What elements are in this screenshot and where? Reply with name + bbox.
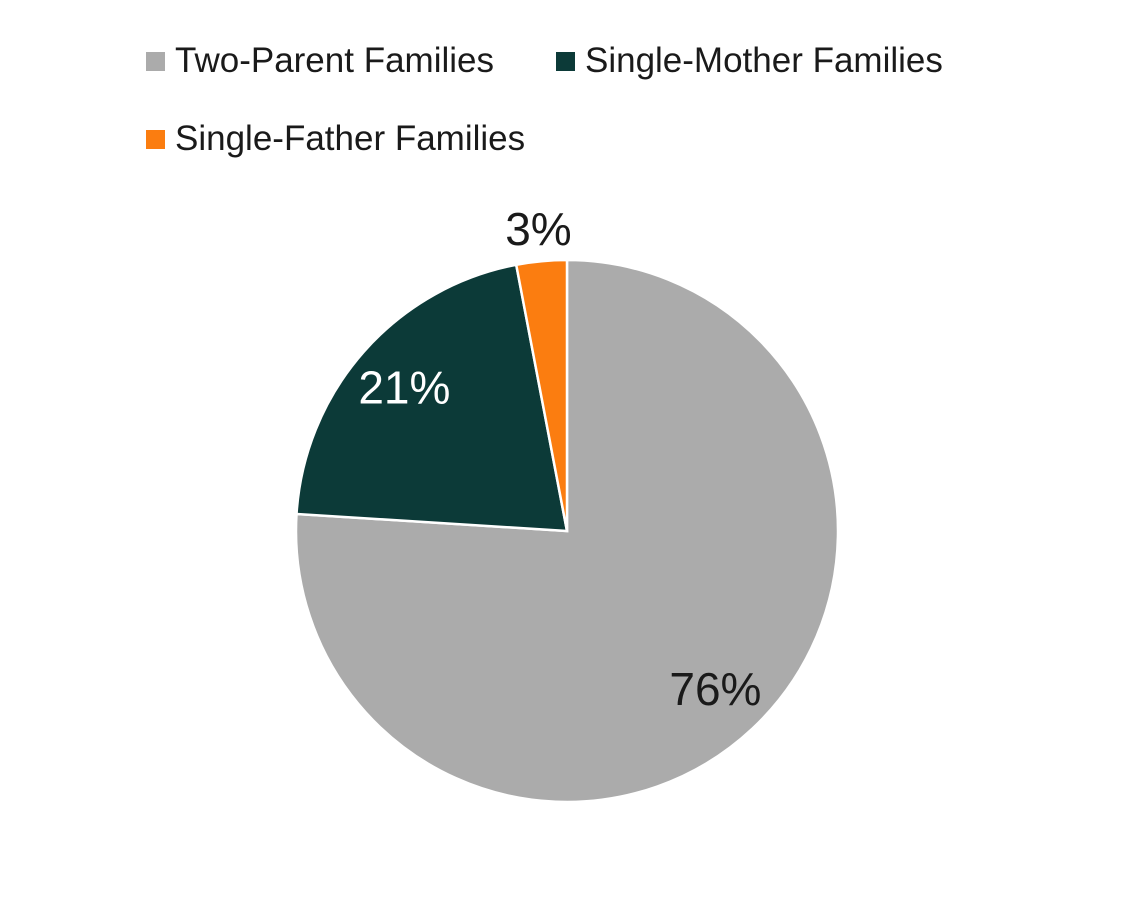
legend-label: Single-Father Families — [175, 119, 526, 158]
legend-item-single-father-families: Single-Father Families — [146, 118, 525, 160]
legend-item-two-parent-families: Two-Parent Families — [146, 40, 494, 82]
pie-slice-single-mother-families — [295, 263, 569, 533]
pie-slice-single-father-families — [514, 258, 569, 532]
legend-label: Single-Mother Families — [584, 41, 943, 80]
pie-data-label-two-parent-families: 76% — [669, 663, 761, 715]
legend-item-single-mother-families: Single-Mother Families — [555, 40, 943, 82]
pie-chart: 76% 21% 3% — [294, 203, 840, 804]
legend-swatch-icon — [555, 51, 575, 71]
pie-data-label-single-mother-families: 21% — [358, 362, 450, 414]
legend-row-2: Single-Father Families — [146, 118, 943, 160]
legend-swatch-icon — [146, 51, 165, 71]
pie-data-label-single-father-families: 3% — [505, 203, 571, 255]
chart-legend: Two-Parent Families Single-Mother Famili… — [146, 40, 943, 160]
legend-swatch-icon — [146, 129, 165, 149]
legend-row-1: Two-Parent Families Single-Mother Famili… — [146, 40, 943, 82]
legend-label: Two-Parent Families — [175, 41, 494, 80]
